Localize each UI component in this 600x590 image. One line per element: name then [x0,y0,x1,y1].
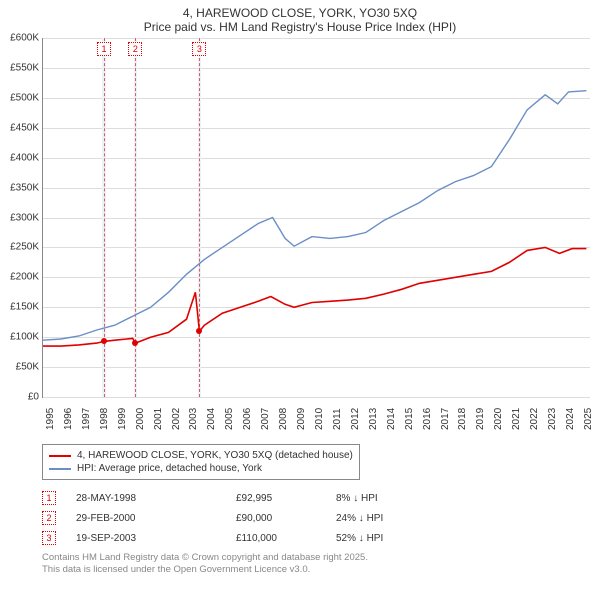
y-tick-label: £300K [1,212,39,223]
x-tick-label: 2008 [278,408,289,430]
events-table: 1 28-MAY-1998 £92,995 8% ↓ HPI 2 29-FEB-… [42,488,590,548]
legend-label-price: 4, HAREWOOD CLOSE, YORK, YO30 5XQ (detac… [77,450,353,461]
y-tick-label: £450K [1,122,39,133]
x-tick-label: 2009 [296,408,307,430]
sale-marker-box: 2 [128,42,142,56]
x-tick-label: 2003 [188,408,199,430]
x-tick-label: 2002 [171,408,182,430]
x-tick-label: 2018 [457,408,468,430]
y-tick-label: £0 [1,392,39,403]
y-tick-label: £150K [1,302,39,313]
event-date: 28-MAY-1998 [76,493,226,504]
legend-row: HPI: Average price, detached house, York [49,462,353,475]
chart-title-block: 4, HAREWOOD CLOSE, YORK, YO30 5XQ Price … [0,0,600,38]
event-price: £110,000 [236,533,326,544]
series-svg [43,38,590,397]
x-tick-label: 2006 [242,408,253,430]
x-tick-label: 2022 [529,408,540,430]
event-row: 2 29-FEB-2000 £90,000 24% ↓ HPI [42,508,590,528]
x-tick-label: 2023 [547,408,558,430]
x-tick-label: 2017 [440,408,451,430]
event-delta: 8% ↓ HPI [336,493,436,504]
x-tick-label: 1998 [99,408,110,430]
y-tick-label: £250K [1,242,39,253]
x-tick-label: 2015 [404,408,415,430]
attribution-text: Contains HM Land Registry data © Crown c… [42,552,590,577]
x-tick-label: 2004 [206,408,217,430]
event-row: 1 28-MAY-1998 £92,995 8% ↓ HPI [42,488,590,508]
x-tick-label: 2011 [332,408,343,430]
title-line2: Price paid vs. HM Land Registry's House … [0,20,600,34]
attribution-line2: This data is licensed under the Open Gov… [42,564,590,576]
attribution-line1: Contains HM Land Registry data © Crown c… [42,552,590,564]
event-date: 29-FEB-2000 [76,513,226,524]
title-line1: 4, HAREWOOD CLOSE, YORK, YO30 5XQ [0,6,600,20]
x-tick-label: 1996 [63,408,74,430]
sale-dot [196,328,202,334]
x-tick-label: 2007 [260,408,271,430]
x-tick-label: 2013 [368,408,379,430]
x-tick-label: 2020 [493,408,504,430]
event-date: 19-SEP-2003 [76,533,226,544]
chart-plot-area: £0£50K£100K£150K£200K£250K£300K£350K£400… [42,38,590,398]
y-tick-label: £350K [1,182,39,193]
legend-box: 4, HAREWOOD CLOSE, YORK, YO30 5XQ (detac… [42,444,360,480]
x-tick-label: 1999 [117,408,128,430]
x-tick-label: 2016 [422,408,433,430]
event-delta: 24% ↓ HPI [336,513,436,524]
y-tick-label: £200K [1,272,39,283]
legend-swatch-hpi [49,468,71,470]
event-row: 3 19-SEP-2003 £110,000 52% ↓ HPI [42,528,590,548]
y-tick-label: £400K [1,152,39,163]
event-marker-icon: 2 [42,511,56,525]
x-tick-label: 2014 [386,408,397,430]
series-line-price_paid [43,247,586,346]
x-tick-label: 2005 [224,408,235,430]
event-delta: 52% ↓ HPI [336,533,436,544]
event-price: £92,995 [236,493,326,504]
x-tick-label: 2025 [583,408,594,430]
x-tick-label: 1997 [81,408,92,430]
x-axis-ticks: 1995 1996 1997 1998 1999 2000 2001 2002 2003 2004… [42,398,590,438]
y-tick-label: £50K [1,362,39,373]
legend-label-hpi: HPI: Average price, detached house, York [77,463,262,474]
x-tick-label: 2021 [511,408,522,430]
x-tick-label: 2019 [475,408,486,430]
x-tick-label: 1995 [45,408,56,430]
y-tick-label: £600K [1,33,39,44]
sale-dot [132,340,138,346]
x-tick-label: 2001 [153,408,164,430]
x-tick-label: 2024 [565,408,576,430]
event-marker-icon: 1 [42,491,56,505]
y-tick-label: £100K [1,332,39,343]
sale-marker-box: 1 [97,42,111,56]
x-tick-label: 2012 [350,408,361,430]
y-tick-label: £500K [1,92,39,103]
event-price: £90,000 [236,513,326,524]
x-tick-label: 2000 [135,408,146,430]
sale-dot [101,338,107,344]
legend-swatch-price [49,455,71,457]
y-tick-label: £550K [1,62,39,73]
x-tick-label: 2010 [314,408,325,430]
sale-marker-box: 3 [192,42,206,56]
legend-row: 4, HAREWOOD CLOSE, YORK, YO30 5XQ (detac… [49,449,353,462]
event-marker-icon: 3 [42,531,56,545]
